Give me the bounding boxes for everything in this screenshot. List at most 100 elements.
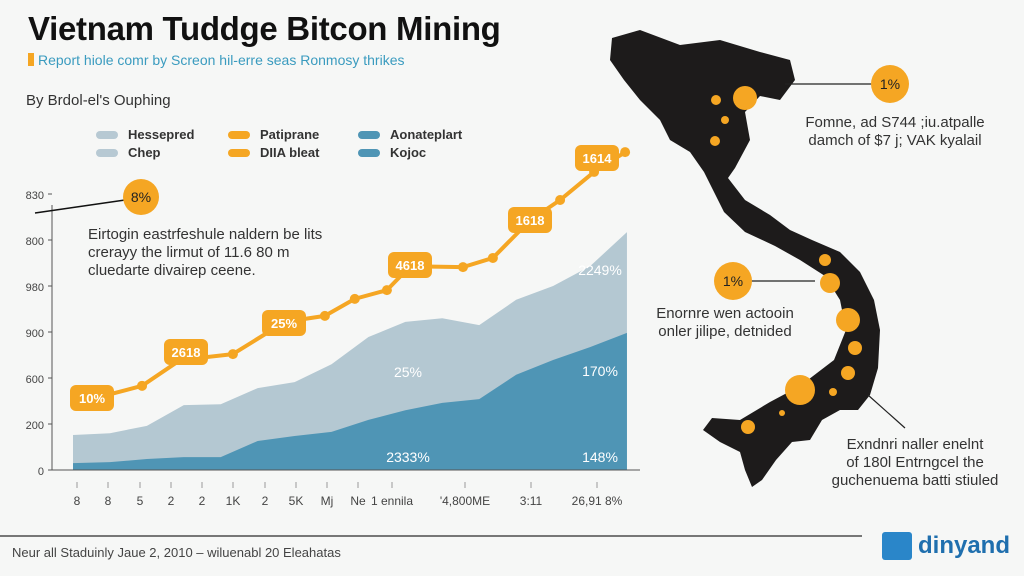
legend-label: Aonateplart: [390, 127, 463, 142]
line-label-badge: [508, 207, 552, 233]
chart-note: Eirtogin eastrfeshule naldern be lits cr…: [88, 226, 322, 280]
byline: By Brdol-el's Ouphing: [26, 92, 171, 109]
logo-icon: [882, 532, 912, 560]
y-tick-label: 980: [26, 282, 44, 294]
x-tick-label: 1 ennila: [371, 494, 413, 508]
area-data-label: 2249%: [578, 262, 622, 278]
x-tick-label: 3:11: [520, 494, 543, 508]
area-data-label: 25%: [394, 364, 422, 380]
mining-site-marker: [711, 95, 721, 105]
legend-swatch: [358, 148, 380, 157]
callout-badge: [123, 179, 159, 215]
callout-line: of 180l Entrngcel the: [846, 454, 984, 471]
callout-line: damch of $7 j; VAK kyalail: [808, 132, 982, 149]
callout-line: onler jilipe, detnided: [658, 323, 792, 340]
line-data-label: 1614: [583, 151, 613, 166]
callout-leader: [34, 199, 126, 214]
footer-text: Neur all Staduinly Jaue 2, 2010 – wiluen…: [12, 545, 341, 560]
x-tick-label: 8: [105, 494, 112, 508]
logo-text: dinyand: [918, 532, 1011, 559]
x-tick-label: 2: [262, 494, 269, 508]
line-label-badge: [388, 252, 432, 278]
page-title: Vietnam Tuddge Bitcon Mining: [28, 10, 501, 47]
mining-site-marker: [779, 410, 785, 416]
legend-label: Kojoc: [390, 145, 427, 160]
x-tick-label: 5K: [289, 494, 304, 508]
line-point: [555, 194, 566, 205]
line-data-label: 1618: [516, 213, 545, 228]
line-data-label: 2618: [172, 345, 201, 360]
legend-item: Chep: [96, 145, 161, 160]
line-data-label: 4618: [396, 258, 425, 273]
y-tick-label: 900: [26, 328, 44, 340]
map-badge-label: 1%: [880, 76, 900, 92]
line-point: [457, 262, 468, 273]
line-data-label: 10%: [79, 391, 105, 406]
mining-site-marker: [741, 420, 755, 434]
map-leader: [867, 394, 906, 429]
chart-note-line: cluedarte divairep ceene.: [88, 262, 256, 279]
map-badge: [714, 262, 752, 300]
legend-item: Patiprane: [228, 127, 319, 142]
mining-site-marker: [820, 273, 840, 293]
legend-swatch: [96, 130, 118, 139]
legend-item: Hessepred: [96, 127, 194, 142]
legend-label: Hessepred: [128, 127, 195, 142]
mining-site-marker: [721, 116, 729, 124]
area-data-label: 170%: [582, 363, 618, 379]
y-tick-label: 0: [38, 466, 44, 478]
line-label-badge: [164, 339, 208, 365]
legend-label: DIIA bleat: [260, 145, 320, 160]
mining-site-marker: [841, 366, 855, 380]
subtitle: Report hiole comr by Screon hil-erre sea…: [38, 52, 405, 68]
callout-line: Enornre wen actooin: [656, 305, 794, 322]
x-tick-label: 26,91 8%: [572, 494, 623, 508]
line-point: [349, 293, 360, 304]
legend-label: Chep: [128, 145, 161, 160]
area-data-label: 148%: [582, 449, 618, 465]
line-label-badge: [262, 310, 306, 336]
y-tick-label: 200: [26, 420, 44, 432]
legend-swatch: [228, 130, 250, 139]
y-tick-label: 600: [26, 374, 44, 386]
mining-site-marker: [785, 375, 815, 405]
x-tick-label: 2: [168, 494, 175, 508]
brand-logo: dinyand: [882, 532, 1010, 560]
y-tick-label: 800: [26, 236, 44, 248]
line-data-label: 25%: [271, 316, 297, 331]
mining-site-marker: [848, 341, 862, 355]
legend-item: Aonateplart: [358, 127, 462, 142]
line-label-badge: [70, 385, 114, 411]
area-series-dark: [73, 332, 627, 470]
x-tick-label: Mj: [321, 494, 334, 508]
callout-line: guchenuema batti stiuled: [831, 472, 999, 489]
mining-site-marker: [710, 136, 720, 146]
mining-site-marker: [829, 388, 837, 396]
legend-item: Kojoc: [358, 145, 426, 160]
x-tick-label: Ne: [350, 494, 366, 508]
chart-note-line: Eirtogin eastrfeshule naldern be lits: [88, 226, 323, 243]
x-tick-label: '4,800ME: [440, 494, 490, 508]
x-tick-label: 2: [199, 494, 206, 508]
callout-badge-label: 8%: [131, 189, 151, 205]
legend-label: Patiprane: [260, 127, 320, 142]
x-tick-label: 8: [74, 494, 81, 508]
line-point: [137, 380, 148, 391]
chart-note-line: crerayy the lirmut of 11.6 80 m: [88, 244, 290, 261]
line-label-badge: [575, 145, 619, 171]
line-point: [487, 252, 498, 263]
mining-site-marker: [819, 254, 831, 266]
callout-line: Exndnri naller enelnt: [846, 436, 984, 453]
map-callout-text: Exndnri naller enelnt of 180l Entrngcel …: [825, 436, 1005, 490]
legend-swatch: [96, 148, 118, 157]
mining-site-marker: [836, 308, 860, 332]
line-point: [620, 147, 631, 158]
area-data-label: 2333%: [386, 449, 430, 465]
vietnam-map: [610, 30, 880, 487]
y-tick-label: 830: [26, 190, 44, 202]
line-point: [227, 349, 238, 360]
callout-line: Fomne, ad S744 ;iu.atpalle: [805, 114, 985, 131]
mining-site-marker: [733, 86, 757, 110]
map-callout-text: Fomne, ad S744 ;iu.atpalle damch of $7 j…: [805, 114, 985, 150]
